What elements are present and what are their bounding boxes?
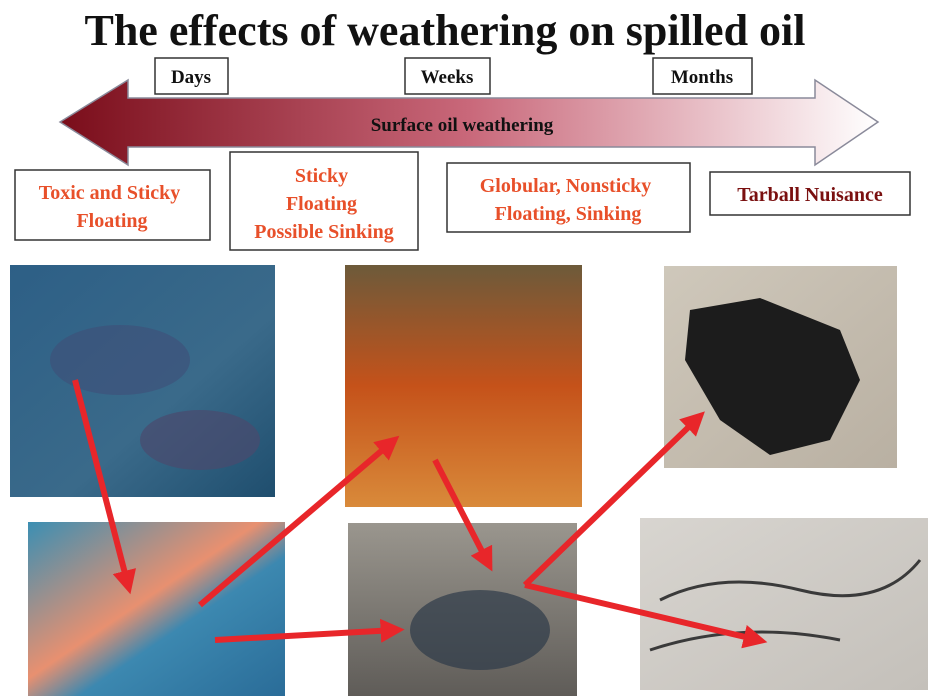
oil-patch [50, 325, 190, 395]
arrow-label: Surface oil weathering [371, 115, 554, 136]
time-label: Days [171, 67, 211, 88]
title: The effects of weathering on spilled oil [84, 6, 805, 55]
photo-slick [28, 522, 285, 696]
oil-pool [410, 590, 550, 670]
stage-line: Floating, Sinking [495, 203, 642, 225]
stage-line: Toxic and Sticky [39, 182, 181, 204]
stage-line: Floating [286, 193, 357, 215]
time-label: Weeks [421, 67, 474, 88]
photos [10, 265, 928, 696]
stage-line: Possible Sinking [254, 221, 394, 243]
stage-line: Floating [76, 210, 147, 232]
stage-line: Globular, Nonsticky [480, 175, 652, 197]
photo-shore [640, 518, 928, 690]
infographic: The effects of weathering on spilled oil… [0, 0, 931, 696]
time-label: Months [671, 67, 733, 88]
photo-marsh [345, 265, 582, 507]
stage-label: Tarball Nuisance [737, 184, 883, 206]
oil-patch [140, 410, 260, 470]
stage-line: Sticky [295, 165, 348, 187]
